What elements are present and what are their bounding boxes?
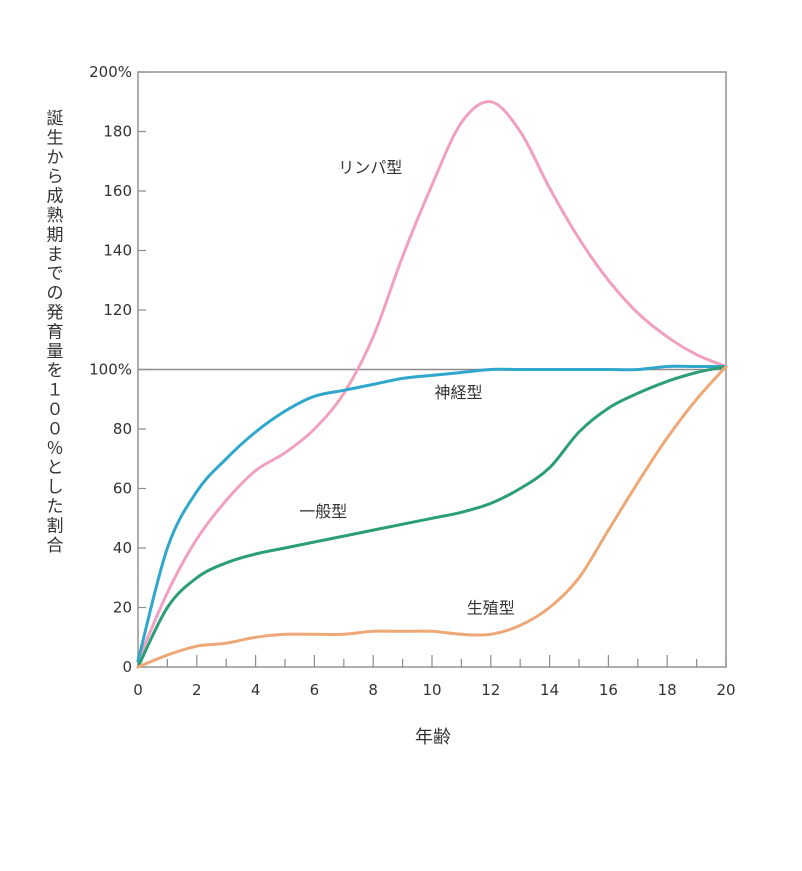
series-label-reproductive: 生殖型 — [467, 598, 515, 617]
x-tick-label: 16 — [599, 681, 618, 699]
x-tick-label: 18 — [658, 681, 677, 699]
y-axis-title-char: 割 — [47, 516, 64, 536]
y-axis-title-char: た — [47, 497, 64, 517]
y-axis-title-char: を — [47, 361, 64, 381]
y-axis-title-char: 熟 — [47, 205, 64, 226]
series-line-general — [136, 365, 728, 669]
y-tick-label: 120 — [103, 301, 132, 319]
series-label-lymphoid: リンパ型 — [338, 158, 402, 177]
y-axis-title-char: で — [47, 264, 64, 284]
x-tick-label: 4 — [251, 681, 261, 699]
x-tick-label: 10 — [422, 681, 441, 699]
y-tick-label: 20 — [113, 599, 132, 617]
y-axis-title-char: 育 — [47, 322, 64, 342]
y-tick-label: 180 — [103, 123, 132, 141]
y-axis-title-char: 量 — [47, 342, 64, 362]
y-tick-label: 0 — [122, 658, 132, 676]
series-layer — [136, 100, 728, 669]
y-axis-title-char: 発 — [47, 303, 64, 323]
y-axis-title-char: 誕 — [47, 109, 64, 129]
series-line-neural — [136, 364, 728, 663]
y-axis-title-char: ０ — [47, 419, 64, 439]
x-tick-label: 12 — [481, 681, 500, 699]
y-axis-title-char: と — [47, 458, 64, 478]
series-line-lymphoid — [136, 100, 728, 663]
x-tick-label: 14 — [540, 681, 559, 699]
y-axis-title-char: 成 — [47, 187, 64, 207]
y-tick-label: 40 — [113, 539, 132, 557]
y-tick-label: 80 — [113, 420, 132, 438]
x-tick-label: 8 — [368, 681, 378, 699]
y-axis-title-char: 生 — [47, 128, 64, 148]
y-tick-label: 60 — [113, 480, 132, 498]
x-tick-label: 6 — [310, 681, 320, 699]
y-axis-title-char: か — [47, 148, 64, 168]
y-axis-title-char: の — [47, 284, 64, 304]
series-label-general: 一般型 — [299, 502, 347, 521]
y-tick-label: 100% — [89, 361, 132, 379]
x-tick-label: 20 — [716, 681, 735, 699]
y-tick-label: 160 — [103, 182, 132, 200]
y-axis-title-char: ま — [47, 245, 64, 265]
y-tick-label: 200% — [89, 63, 132, 81]
tick-layer: 0 20 40 60 80 100% 120 140 160 180 200% 0 2 4 6 8 10 12 14… — [89, 63, 735, 699]
y-axis-title-char: ％ — [47, 439, 64, 459]
x-tick-label: 0 — [133, 681, 143, 699]
y-axis-title-char: ０ — [47, 400, 64, 420]
y-axis-title-char: ら — [47, 167, 64, 187]
y-axis-title-char: 期 — [47, 225, 64, 245]
y-axis-title-char: １ — [47, 381, 64, 401]
x-axis-title: 年齢 — [415, 727, 451, 748]
series-line-reproductive — [136, 365, 728, 669]
series-label-neural: 神経型 — [434, 383, 482, 402]
y-tick-label: 140 — [103, 242, 132, 260]
x-tick-label: 2 — [192, 681, 202, 699]
y-axis-title-char: し — [47, 478, 64, 498]
y-axis-title-char: 合 — [47, 536, 64, 556]
